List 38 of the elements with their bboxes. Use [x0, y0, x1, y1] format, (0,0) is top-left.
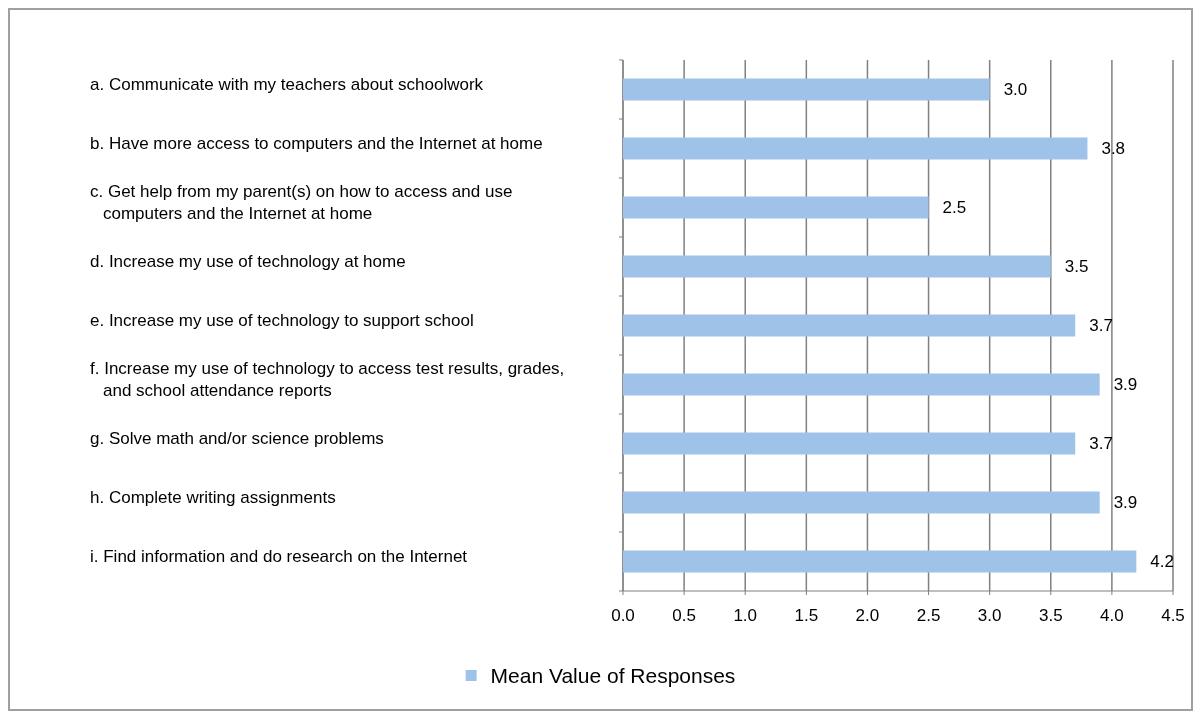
y-tick-label: e. Increase my use of technology to support school	[90, 310, 474, 330]
x-tick-label: 3.0	[977, 606, 1002, 625]
x-tick-label: 4.0	[1100, 606, 1124, 625]
x-tick-label: 0.0	[611, 606, 635, 625]
x-tick-label: 4.5	[1161, 606, 1185, 625]
x-tick-label: 2.5	[916, 606, 941, 625]
y-tick-label: b. Have more access to computers and the Internet at home	[90, 133, 543, 153]
bar	[623, 314, 1076, 337]
data-label: 3.0	[1003, 80, 1028, 100]
legend-label: Mean Value of Responses	[490, 664, 736, 688]
y-tick-label: g. Solve math and/or science problems	[90, 428, 384, 448]
data-label: 4.2	[1150, 552, 1174, 572]
bar	[623, 255, 1051, 278]
bar	[623, 78, 990, 101]
bar	[623, 137, 1088, 160]
x-tick-label: 0.5	[672, 606, 696, 625]
x-tick-label: 1.5	[794, 606, 819, 625]
data-label: 3.7	[1089, 434, 1113, 454]
data-label: 3.9	[1113, 375, 1138, 395]
x-tick-label: 1.0	[733, 606, 758, 625]
x-tick-label: 3.5	[1038, 606, 1063, 625]
data-label: 2.5	[942, 198, 967, 218]
y-tick-label: c. Get help from my parent(s) on how to access and use computers and the Internet at home	[90, 181, 513, 223]
data-label: 3.8	[1101, 139, 1126, 159]
x-tick-label: 2.0	[855, 606, 880, 625]
y-tick-label: i. Find information and do research on the Internet	[90, 546, 468, 566]
y-tick-label: a. Communicate with my teachers about schoolwork	[90, 74, 484, 94]
y-tick-label: h. Complete writing assignments	[90, 487, 336, 507]
y-tick-label: f. Increase my use of technology to access test results, grades, and school attendance reports	[90, 358, 565, 400]
data-label: 3.7	[1089, 316, 1113, 336]
data-label: 3.9	[1113, 493, 1138, 513]
bar	[623, 432, 1076, 455]
bar	[623, 373, 1100, 396]
y-tick-label: d. Increase my use of technology at home	[90, 251, 406, 271]
data-label: 3.5	[1064, 257, 1089, 277]
bar	[623, 550, 1137, 573]
bar	[623, 196, 929, 219]
bar	[623, 491, 1100, 514]
